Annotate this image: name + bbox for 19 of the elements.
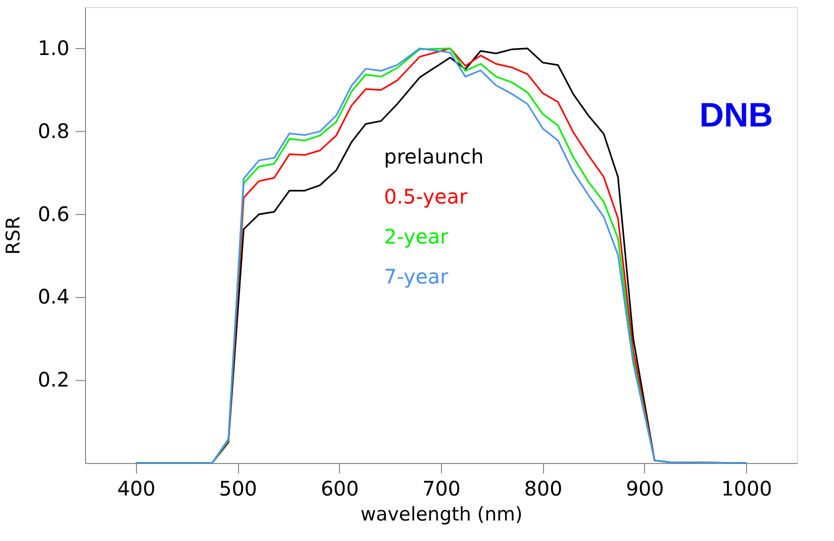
y-tick-label: 0.6 bbox=[38, 202, 70, 226]
x-tick-label: 800 bbox=[524, 476, 562, 500]
y-tick-label: 0.4 bbox=[38, 284, 70, 309]
y-tick-label: 1.0 bbox=[38, 36, 70, 60]
y-tick-label: 0.2 bbox=[38, 368, 70, 392]
annotation: DNB bbox=[699, 96, 773, 134]
x-tick-label: 500 bbox=[218, 476, 258, 500]
x-tick-label: 1000 bbox=[721, 476, 772, 500]
x-tick-label: 900 bbox=[626, 476, 664, 500]
x-tick-label: 600 bbox=[320, 476, 359, 500]
x-axis-title: wavelength (nm) bbox=[360, 504, 523, 526]
y-tick-label: 0.8 bbox=[38, 118, 70, 143]
y-axis-title: RSR bbox=[2, 216, 25, 255]
series-label: prelaunch bbox=[384, 144, 484, 168]
text: 0.5-year bbox=[384, 184, 468, 208]
text: 2-year bbox=[384, 224, 450, 248]
text: 7-year bbox=[384, 264, 450, 288]
x-tick-label: 400 bbox=[117, 476, 156, 500]
x-tick-label: 700 bbox=[422, 476, 461, 500]
